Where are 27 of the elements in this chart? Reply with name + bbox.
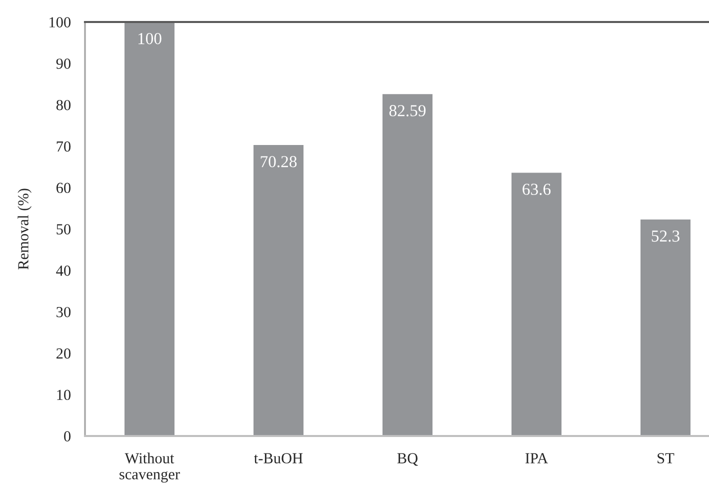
y-tick-label: 90 xyxy=(56,58,71,69)
x-tick-label: IPA xyxy=(525,453,548,464)
bar xyxy=(124,22,174,436)
data-label: 82.59 xyxy=(389,105,426,116)
y-tick-label: 10 xyxy=(57,390,71,400)
bar xyxy=(382,94,432,436)
y-axis-title: Removal (%) xyxy=(18,188,32,270)
y-tick-label: 80 xyxy=(56,100,71,110)
data-label: 100 xyxy=(138,32,162,44)
bar xyxy=(640,219,690,436)
y-tick-label: 30 xyxy=(56,306,71,318)
y-tick-label: 50 xyxy=(56,224,71,234)
data-label: 52.3 xyxy=(652,230,680,242)
x-tick-label: Without scavenger xyxy=(120,452,180,483)
x-tick-label: BQ xyxy=(397,453,418,466)
data-label: 63.6 xyxy=(522,184,551,195)
y-tick-label: 0 xyxy=(64,431,71,442)
bar xyxy=(512,172,562,436)
x-tick-label: t-BuOH xyxy=(254,453,303,464)
y-tick-label: 100 xyxy=(50,17,71,28)
bar xyxy=(254,145,304,436)
x-tick-label: ST xyxy=(658,453,674,464)
data-label: 70.28 xyxy=(260,156,297,168)
y-tick-label: 70 xyxy=(56,141,71,152)
y-tick-label: 40 xyxy=(56,266,71,276)
y-tick-label: 20 xyxy=(56,348,71,359)
y-tick-label: 60 xyxy=(56,182,71,194)
